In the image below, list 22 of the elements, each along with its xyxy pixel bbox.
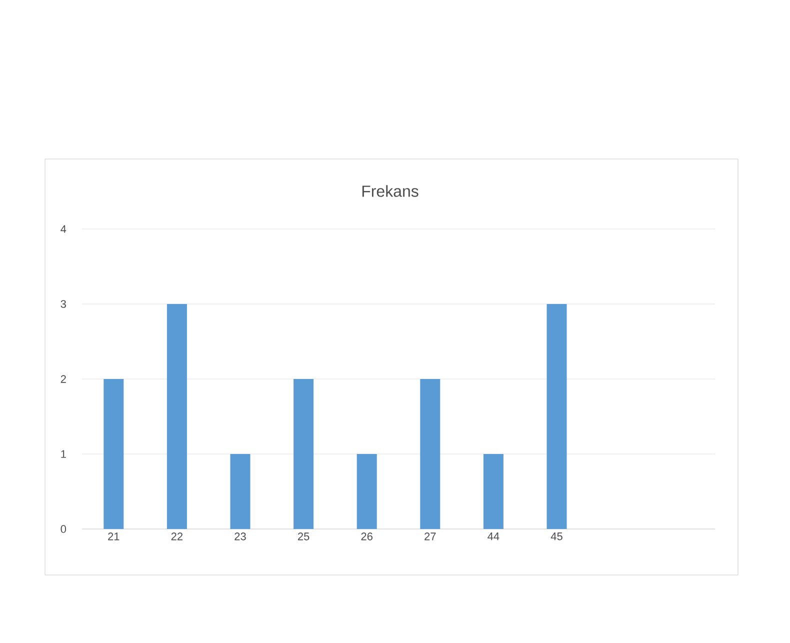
bar <box>356 454 377 529</box>
y-tick-label: 0 <box>60 525 66 533</box>
x-tick-label: 23 <box>234 532 246 540</box>
x-tick-label: 45 <box>550 532 562 540</box>
bar <box>294 378 314 529</box>
chart-title: Frekans <box>362 185 418 197</box>
bar <box>230 454 250 529</box>
x-tick-label: 21 <box>108 532 120 540</box>
x-tick-label: 25 <box>298 532 310 540</box>
x-tick-label: 44 <box>488 532 500 540</box>
y-tick-label: 3 <box>60 300 66 308</box>
x-tick-label: 27 <box>424 532 436 540</box>
bar <box>546 304 567 529</box>
y-tick-label: 1 <box>61 450 66 458</box>
bar <box>104 378 124 529</box>
y-tick-label: 2 <box>60 375 66 383</box>
bar <box>166 304 187 529</box>
bar <box>483 454 504 529</box>
bar <box>420 378 440 529</box>
x-tick-label: 22 <box>171 532 183 540</box>
y-tick-label: 4 <box>60 225 66 233</box>
x-tick-label: 26 <box>361 532 372 540</box>
